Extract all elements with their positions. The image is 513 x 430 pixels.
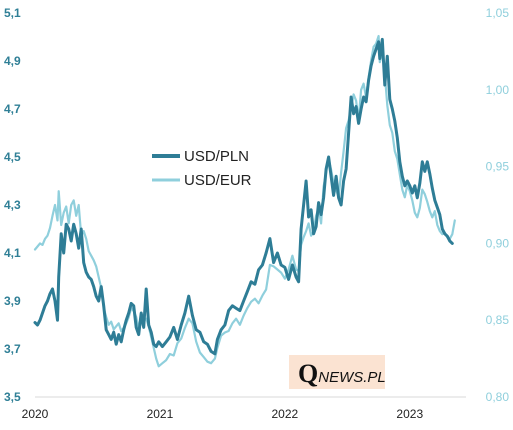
y-right-tick-label: 1,00 (486, 83, 510, 97)
y-right-tick-labels: 0,80 0,85 0,90 0,95 1,00 1,05 (486, 6, 510, 404)
y-left-tick-label: 4,7 (4, 102, 21, 116)
x-tick-label: 2023 (396, 407, 423, 421)
x-tick-label: 2022 (272, 407, 299, 421)
y-left-tick-label: 4,1 (4, 246, 21, 260)
series-line-usd-pln (33, 37, 454, 356)
y-left-tick-label: 4,3 (4, 198, 21, 212)
y-left-tick-label: 3,5 (4, 390, 21, 404)
y-left-tick-label: 5,1 (4, 6, 21, 20)
y-right-tick-label: 0,85 (486, 313, 510, 327)
y-left-tick-label: 4,5 (4, 150, 21, 164)
watermark-background (289, 355, 385, 389)
watermark-logo-text: QNEWS.PL (298, 359, 386, 388)
legend: USD/PLN USD/EUR (152, 148, 252, 189)
y-left-tick-label: 3,7 (4, 342, 21, 356)
series-lines (33, 34, 456, 368)
y-right-tick-label: 0,80 (486, 390, 510, 404)
y-left-tick-labels: 3,5 3,7 3,9 4,1 4,3 4,5 4,7 4,9 5,1 (4, 6, 21, 404)
watermark-initial: Q (298, 359, 318, 388)
y-right-tick-label: 0,90 (486, 236, 510, 250)
y-right-tick-label: 1,05 (486, 6, 510, 20)
watermark-rest: NEWS.PL (318, 369, 386, 386)
y-left-tick-label: 3,9 (4, 294, 21, 308)
y-right-tick-label: 0,95 (486, 160, 510, 174)
x-tick-labels: 2020 2021 2022 2023 (22, 407, 424, 421)
series-line-usd-eur (33, 34, 456, 368)
x-tick-label: 2021 (147, 407, 174, 421)
legend-label-usd-eur: USD/EUR (184, 172, 252, 189)
qnews-watermark: QNEWS.PL (289, 355, 386, 389)
y-left-tick-label: 4,9 (4, 54, 21, 68)
x-tick-label: 2020 (22, 407, 49, 421)
legend-label-usd-pln: USD/PLN (184, 148, 249, 165)
